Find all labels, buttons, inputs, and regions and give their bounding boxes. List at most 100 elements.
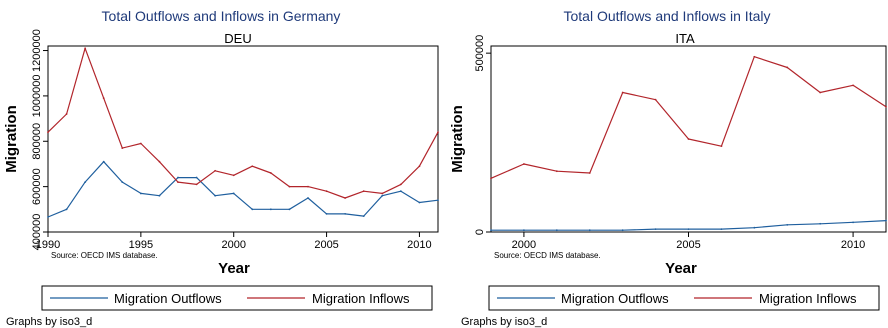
data-point-inflows: [65, 113, 68, 115]
data-point-outflows: [523, 229, 525, 232]
data-point-outflows: [588, 229, 591, 232]
data-point-inflows: [139, 142, 142, 145]
data-point-outflows: [786, 223, 789, 226]
source-note: Source: OECD IMS database.: [51, 251, 158, 260]
data-point-inflows: [819, 91, 822, 94]
data-point-inflows: [654, 98, 657, 101]
germany-chart: Total Outflows and Inflows in Germany DEU…: [3, 8, 439, 328]
y-tick-label: 400000: [31, 214, 43, 251]
data-point-inflows: [344, 197, 347, 199]
data-point-outflows: [251, 208, 254, 211]
data-point-outflows: [307, 197, 309, 199]
data-point-inflows: [269, 172, 272, 174]
data-point-inflows: [523, 163, 525, 165]
data-point-outflows: [437, 199, 439, 202]
data-point-inflows: [418, 165, 421, 168]
data-point-inflows: [251, 165, 254, 168]
data-point-outflows: [720, 228, 723, 231]
chart-title: Total Outflows and Inflows in Italy: [564, 8, 771, 24]
data-point-outflows: [852, 221, 854, 224]
data-point-inflows: [399, 183, 402, 186]
y-axis-label: Migration: [449, 105, 466, 173]
data-point-inflows: [84, 47, 87, 50]
byline: Graphs by iso3_d: [6, 316, 92, 328]
data-point-inflows: [555, 170, 558, 173]
data-point-inflows: [325, 190, 328, 193]
data-point-outflows: [65, 208, 68, 211]
byline: Graphs by iso3_d: [461, 316, 547, 328]
series-line-outflows: [47, 161, 439, 218]
x-tick-label: 2000: [221, 239, 245, 251]
x-axis-label: Year: [218, 260, 250, 277]
data-point-outflows: [687, 228, 690, 231]
data-point-outflows: [47, 216, 49, 218]
data-point-outflows: [232, 192, 235, 195]
y-tick-label: 500000: [474, 35, 486, 72]
data-point-outflows: [399, 190, 402, 193]
x-tick-label: 2010: [407, 239, 431, 251]
data-point-inflows: [47, 131, 49, 134]
data-point-outflows: [158, 194, 161, 197]
y-tick-label: 800000: [31, 123, 43, 160]
legend-label-inflows: Migration Inflows: [312, 291, 410, 306]
data-point-inflows: [786, 66, 789, 69]
x-tick-label: 2005: [676, 239, 700, 251]
data-point-inflows: [588, 172, 591, 174]
data-point-outflows: [139, 192, 142, 195]
data-point-outflows: [84, 181, 87, 183]
data-point-inflows: [214, 169, 217, 172]
data-point-inflows: [362, 190, 365, 193]
data-point-outflows: [381, 194, 384, 197]
data-point-outflows: [885, 219, 887, 222]
data-point-inflows: [195, 183, 198, 186]
series-line-inflows: [47, 47, 439, 199]
data-point-outflows: [418, 201, 421, 204]
chart-subtitle: DEU: [224, 31, 251, 46]
data-point-inflows: [437, 131, 439, 134]
data-point-inflows: [307, 185, 309, 188]
data-point-inflows: [885, 105, 887, 108]
legend: Migration Outflows Migration Inflows: [41, 285, 433, 311]
data-point-inflows: [720, 145, 723, 148]
x-tick-label: 2000: [512, 239, 536, 251]
data-point-outflows: [344, 212, 347, 215]
data-point-inflows: [158, 160, 161, 163]
y-tick-label: 0: [474, 229, 486, 235]
legend-label-outflows: Migration Outflows: [114, 291, 222, 306]
legend-label-outflows: Migration Outflows: [561, 291, 669, 306]
x-tick-label: 1995: [129, 239, 153, 251]
data-point-inflows: [288, 185, 291, 188]
data-point-outflows: [753, 226, 756, 229]
data-point-outflows: [621, 229, 624, 232]
plot-frame: [47, 45, 439, 233]
y-tick-label: 1000000: [31, 74, 43, 117]
data-point-outflows: [654, 228, 657, 231]
data-point-inflows: [852, 84, 854, 87]
legend-label-inflows: Migration Inflows: [759, 291, 857, 306]
data-point-inflows: [381, 192, 384, 195]
data-point-inflows: [490, 177, 492, 180]
chart-title: Total Outflows and Inflows in Germany: [102, 8, 341, 24]
data-point-outflows: [102, 160, 105, 163]
chart-subtitle: ITA: [675, 31, 695, 46]
data-point-inflows: [121, 147, 124, 149]
x-tick-label: 2010: [841, 239, 865, 251]
x-tick-label: 2005: [314, 239, 338, 251]
data-point-outflows: [490, 229, 492, 232]
data-point-inflows: [753, 55, 756, 58]
legend: Migration Outflows Migration Inflows: [488, 285, 880, 311]
data-point-inflows: [687, 138, 690, 140]
data-point-inflows: [232, 174, 235, 177]
source-note: Source: OECD IMS database.: [494, 251, 601, 260]
y-tick-label: 600000: [31, 168, 43, 205]
series-line-inflows: [490, 56, 887, 179]
data-point-outflows: [555, 229, 558, 232]
y-tick-label: 1200000: [31, 29, 43, 72]
x-axis-label: Year: [665, 260, 697, 277]
italy-chart: Total Outflows and Inflows in Italy ITA 0 5…: [449, 8, 887, 328]
data-point-inflows: [177, 181, 179, 183]
data-point-outflows: [288, 208, 291, 211]
data-point-outflows: [362, 215, 365, 218]
data-point-outflows: [214, 194, 217, 197]
data-point-outflows: [195, 176, 198, 179]
